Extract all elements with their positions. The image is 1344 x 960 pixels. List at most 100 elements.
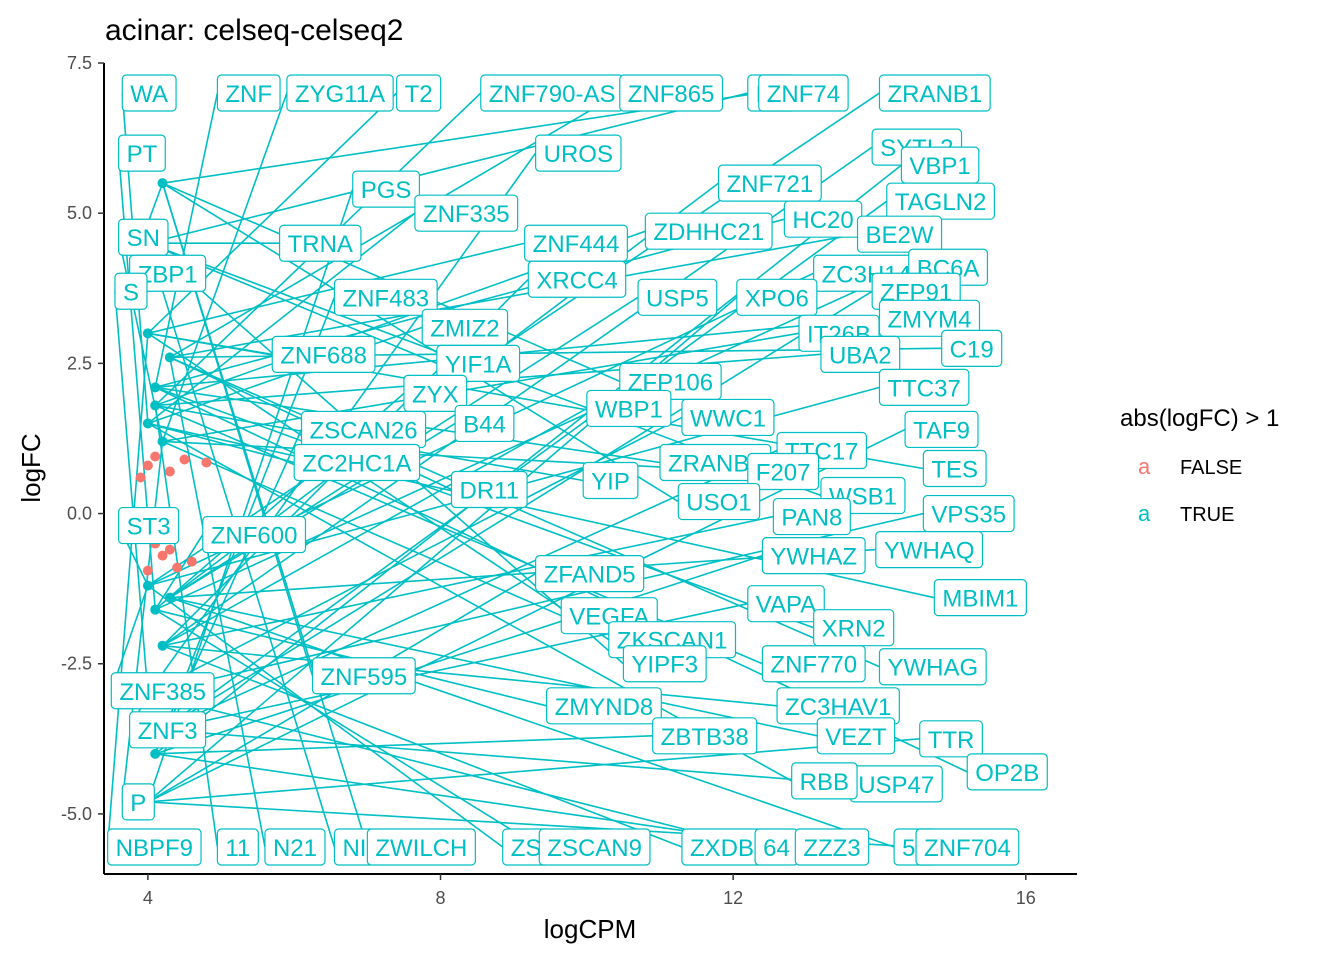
gene-label-text: DR11: [460, 478, 520, 505]
gene-label-text: ZYG11A: [295, 81, 385, 108]
gene-label: ZNF688: [271, 335, 376, 373]
gene-label-text: ZZZ3: [803, 835, 860, 862]
gene-label-text: ZNF483: [342, 285, 429, 312]
gene-label: N21: [264, 828, 326, 866]
gene-label-box: [546, 687, 662, 725]
gene-label-box: [216, 828, 259, 866]
gene-label: XPO6: [736, 278, 818, 316]
gene-label-box: [856, 215, 943, 253]
data-point-true: [157, 178, 168, 189]
x-tick-label: 8: [436, 888, 446, 908]
gene-label: WWC1: [681, 398, 775, 437]
gene-label-box: [403, 374, 468, 413]
gene-label: ZNF865: [619, 74, 724, 112]
gene-label-text: XPO6: [745, 285, 809, 312]
x-tick-label: 4: [143, 888, 153, 908]
data-point-true: [142, 580, 153, 591]
gene-label-text: T2: [405, 81, 433, 108]
gene-label-text: ZFAND5: [544, 562, 636, 589]
gene-label-text: ZBP1: [138, 261, 198, 288]
gene-label: WA: [121, 74, 177, 112]
gene-label-box: [966, 753, 1048, 791]
data-point-false: [179, 454, 190, 465]
gene-label-box: [878, 74, 991, 112]
gene-label-text: YWHAQ: [884, 538, 975, 565]
gene-label-box: [717, 164, 822, 202]
label-segment: [162, 407, 588, 647]
gene-label: PAN8: [772, 497, 851, 536]
gene-label-text: ZNF688: [280, 342, 367, 369]
gene-label-box: [535, 555, 645, 593]
gene-label-text: ZNF3: [138, 718, 198, 745]
data-point-false: [164, 466, 175, 477]
gene-label: ZBP1: [129, 254, 207, 292]
gene-label-box: [586, 389, 672, 428]
gene-label-text: TAGLN2: [895, 189, 987, 216]
legend-title: abs(logFC) > 1: [1120, 405, 1279, 432]
gene-label: ZSCAN9: [538, 828, 651, 866]
gene-label: YWHAG: [878, 648, 987, 686]
gene-label: ZDHHC21: [644, 212, 773, 250]
gene-label-text: ZWILCH: [375, 835, 467, 862]
gene-label-box: [311, 657, 416, 695]
gene-label-box: [904, 410, 979, 449]
gene-label-text: ZNF600: [211, 523, 298, 550]
gene-label-text: P: [130, 790, 146, 817]
label-segment: [162, 182, 679, 503]
gene-label-text: S: [123, 279, 139, 306]
data-point-false: [172, 562, 183, 573]
gene-label: ZWILCH: [366, 828, 476, 866]
gene-label-text: C19: [950, 336, 994, 363]
gene-label-text: 11: [225, 835, 250, 862]
gene-label: YWHAQ: [875, 530, 984, 569]
label-segment: [147, 428, 906, 803]
x-tick-label: 12: [723, 888, 743, 908]
gene-label-box: [271, 335, 376, 373]
gene-label-text: TRNA: [288, 231, 353, 258]
data-point-true: [142, 418, 153, 429]
gene-label-text: ZS: [511, 835, 542, 862]
legend-label-true: TRUE: [1180, 504, 1234, 526]
gene-label-box: [816, 717, 896, 755]
data-point-false: [150, 451, 161, 462]
gene-label: P: [121, 783, 155, 821]
gene-label-text: ZYX: [412, 381, 459, 408]
gene-label-box: [216, 74, 281, 112]
gene-label-box: [366, 828, 476, 866]
label-segment: [161, 182, 369, 848]
gene-label: VEZT: [816, 717, 896, 755]
gene-label: HC20: [783, 200, 863, 238]
gene-label: BE2W: [856, 215, 943, 253]
gene-label-box: [527, 260, 627, 298]
gene-label-text: ZSCAN9: [547, 835, 642, 862]
gene-label: DR11: [450, 470, 528, 509]
gene-label: ZNF600: [202, 515, 307, 554]
gene-label-box: [747, 585, 825, 623]
gene-label: ZNF335: [414, 194, 519, 232]
data-point-true: [142, 328, 153, 339]
gene-label: ZMYM4: [878, 299, 981, 337]
gene-label-text: ZNF770: [770, 652, 857, 679]
gene-label: VPS35: [922, 494, 1015, 533]
gene-label: TAF9: [904, 410, 979, 449]
gene-label-box: [118, 134, 166, 172]
data-point-true: [150, 382, 161, 393]
gene-label-text: VPS35: [931, 502, 1006, 529]
gene-label: VAPA: [747, 585, 825, 623]
gene-label-text: ZDHHC21: [653, 219, 764, 246]
gene-label: YWHAZ: [761, 537, 866, 575]
gene-label: VBP1: [900, 146, 980, 184]
gene-label-text: WBP1: [595, 396, 663, 423]
legend-label-false: FALSE: [1180, 457, 1242, 479]
label-segment: [147, 693, 756, 848]
gene-label-text: NI: [342, 835, 366, 862]
gene-label: ZRANB1: [878, 74, 991, 112]
gene-label-box: [110, 672, 215, 710]
gene-label: ZC3HAV1: [776, 687, 900, 725]
gene-label-text: YWHAZ: [770, 544, 857, 571]
y-tick-label: 7.5: [67, 53, 92, 73]
gene-label-box: [278, 224, 362, 262]
gene-label-text: ZNF: [225, 81, 272, 108]
gene-label-box: [681, 398, 775, 437]
